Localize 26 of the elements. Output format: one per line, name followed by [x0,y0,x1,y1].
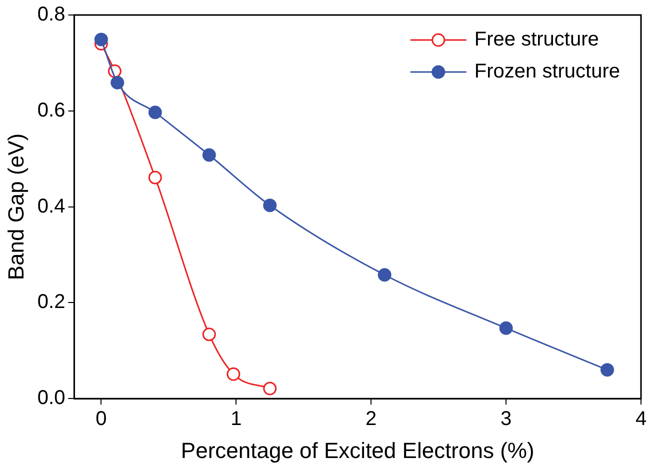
y-tick-label: 0.0 [37,387,66,410]
x-tick-label: 4 [635,408,647,430]
point [499,321,513,335]
point [94,32,108,46]
point [148,106,162,120]
x-tick-label: 3 [500,408,512,430]
y-tick-label: 0.8 [37,4,66,26]
y-tick-label: 0.4 [37,195,66,218]
point [202,148,216,162]
x-tick-label: 0 [96,408,107,430]
point [202,328,216,342]
point [600,363,614,377]
x-tick-label: 1 [230,408,242,430]
point [263,198,277,212]
y-axis-title: Band Gap (eV) [3,133,28,280]
legend-label: Free structure [474,28,599,51]
point [226,367,240,381]
x-tick-label: 2 [366,408,377,430]
point [110,76,124,90]
point [263,382,277,396]
x-axis-title: Percentage of Excited Electrons (%) [180,438,534,463]
point [378,268,392,282]
y-tick-label: 0.6 [37,99,66,122]
y-tick-label: 0.2 [37,291,66,314]
legend-label: Frozen structure [474,60,620,83]
point [148,170,162,184]
